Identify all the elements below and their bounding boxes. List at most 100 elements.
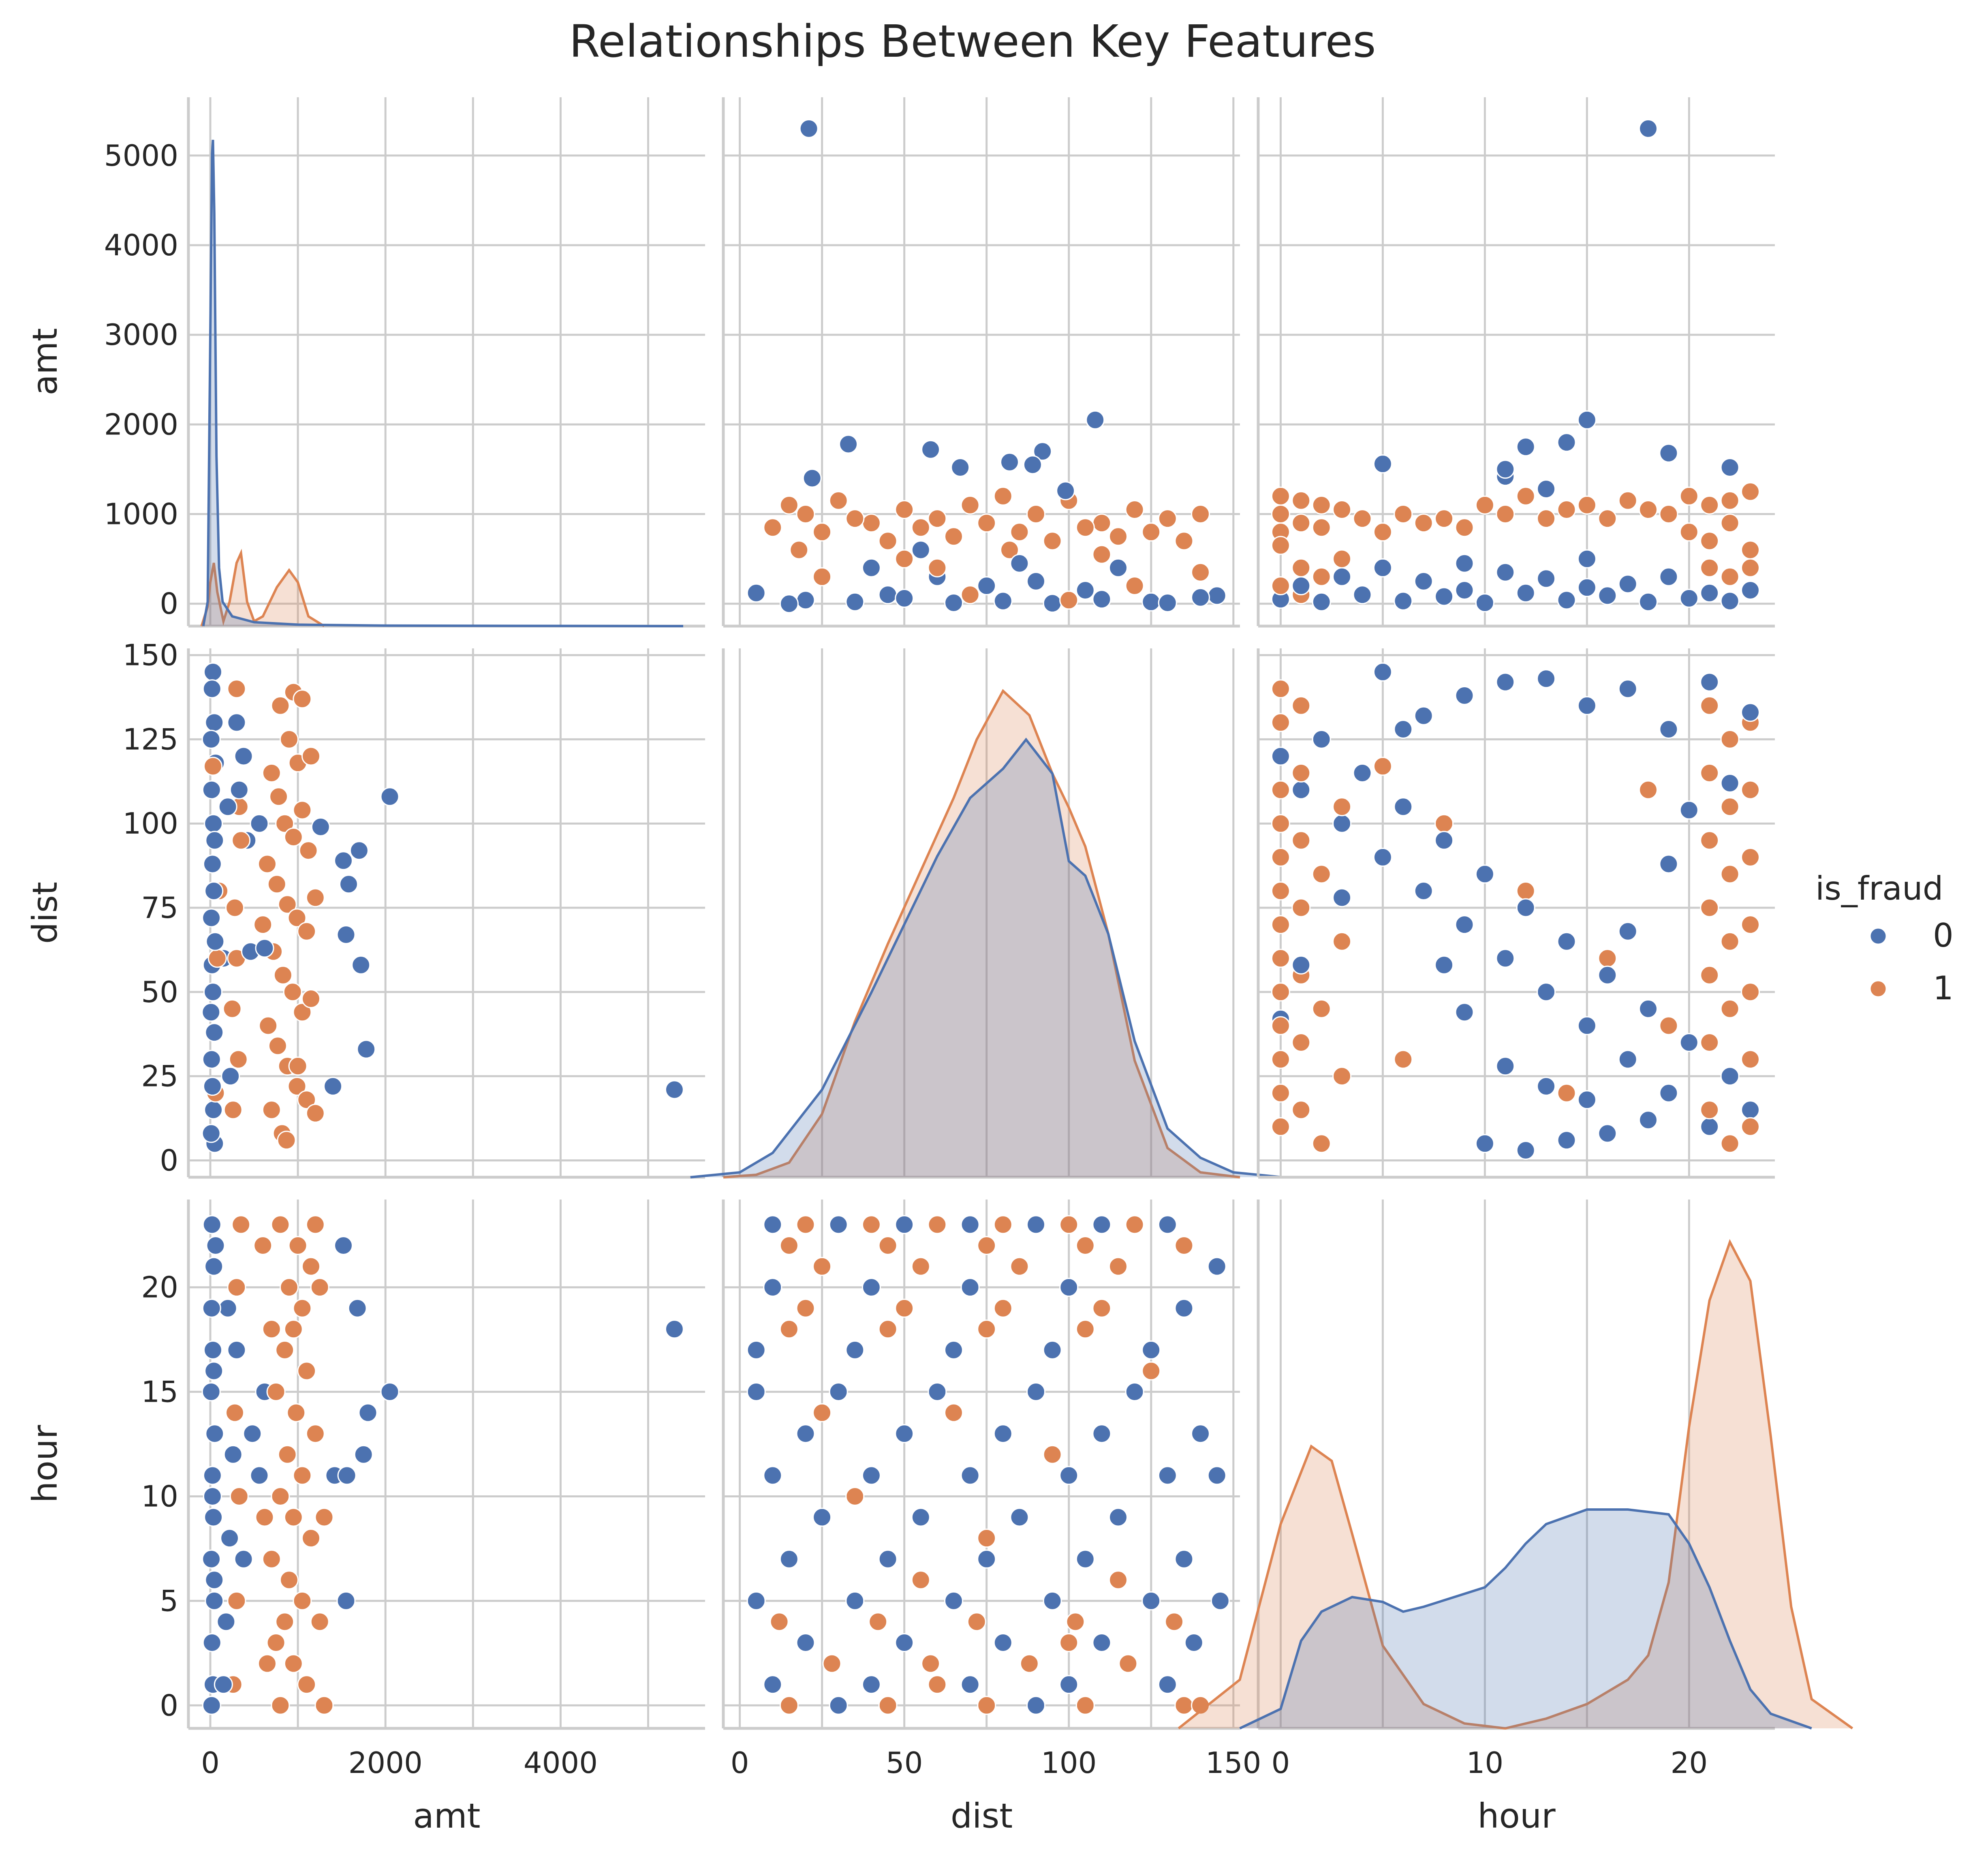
scatter-point-1 xyxy=(1741,847,1760,867)
scatter-point-1 xyxy=(1165,1612,1184,1632)
scatter-point-1 xyxy=(222,999,242,1018)
scatter-point-0 xyxy=(1291,576,1311,595)
scatter-point-1 xyxy=(1043,531,1062,551)
scatter-point-0 xyxy=(1191,1424,1210,1443)
scatter-point-0 xyxy=(1679,1033,1699,1052)
scatter-point-0 xyxy=(351,955,371,975)
scatter-point-1 xyxy=(301,746,321,766)
scatter-point-1 xyxy=(868,1612,888,1632)
scatter-point-1 xyxy=(911,518,930,537)
scatter-point-0 xyxy=(1577,549,1597,569)
scatter-point-0 xyxy=(1291,780,1311,800)
scatter-point-0 xyxy=(1557,932,1576,951)
x-tick-label: 20 xyxy=(1671,1746,1708,1780)
x-tick-label: 0 xyxy=(1272,1746,1290,1780)
y-tick-label: 15 xyxy=(141,1375,178,1409)
scatter-point-1 xyxy=(1516,881,1535,900)
scatter-point-0 xyxy=(250,1466,269,1485)
scatter-point-1 xyxy=(306,888,325,907)
scatter-point-0 xyxy=(203,1487,222,1506)
scatter-point-1 xyxy=(928,558,947,577)
panel-dist-vs-dist xyxy=(690,648,1283,1179)
scatter-point-0 xyxy=(1414,571,1433,591)
scatter-point-0 xyxy=(977,1549,996,1569)
scatter-point-1 xyxy=(1291,696,1311,715)
scatter-point-1 xyxy=(1271,1016,1290,1035)
scatter-point-0 xyxy=(201,1382,221,1401)
scatter-point-1 xyxy=(1291,1033,1311,1052)
x-tick-label: 0 xyxy=(201,1746,220,1780)
scatter-point-1 xyxy=(796,1215,815,1234)
scatter-point-1 xyxy=(1720,999,1740,1018)
panel-amt-vs-hour xyxy=(1257,97,1775,628)
scatter-point-1 xyxy=(1741,1117,1760,1136)
scatter-point-0 xyxy=(334,1236,353,1255)
scatter-point-0 xyxy=(944,1340,963,1360)
scatter-point-0 xyxy=(1373,662,1392,682)
scatter-point-1 xyxy=(1700,696,1719,715)
scatter-point-0 xyxy=(1207,1257,1227,1276)
scatter-point-0 xyxy=(1557,590,1576,610)
kde-line-1 xyxy=(200,549,325,627)
scatter-point-0 xyxy=(845,1340,865,1360)
scatter-point-1 xyxy=(1741,982,1760,1002)
scatter-point-0 xyxy=(1414,706,1433,725)
scatter-point-0 xyxy=(1210,1591,1230,1610)
scatter-point-1 xyxy=(1191,505,1210,524)
scatter-point-0 xyxy=(1475,593,1494,612)
scatter-point-0 xyxy=(1618,574,1637,594)
scatter-point-1 xyxy=(878,1236,898,1255)
scatter-point-0 xyxy=(336,925,356,944)
scatter-point-0 xyxy=(337,1466,357,1485)
scatter-point-1 xyxy=(301,1257,321,1276)
scatter-point-0 xyxy=(202,1633,222,1652)
scatter-point-1 xyxy=(1373,522,1392,542)
scatter-point-0 xyxy=(1207,586,1227,605)
scatter-point-1 xyxy=(1174,1236,1194,1255)
y-tick-label: 4000 xyxy=(104,228,178,262)
scatter-point-0 xyxy=(1537,479,1556,499)
scatter-point-1 xyxy=(258,854,277,874)
scatter-point-0 xyxy=(1059,1466,1079,1485)
scatter-point-0 xyxy=(218,1298,237,1318)
scatter-point-0 xyxy=(203,1077,222,1096)
scatter-point-1 xyxy=(1271,1117,1290,1136)
scatter-point-0 xyxy=(1394,797,1413,817)
scatter-point-0 xyxy=(1679,588,1699,608)
scatter-point-1 xyxy=(1434,814,1454,833)
scatter-point-1 xyxy=(812,522,832,542)
scatter-point-1 xyxy=(1174,1696,1194,1715)
scatter-point-1 xyxy=(1353,509,1372,528)
scatter-point-1 xyxy=(1475,495,1494,515)
scatter-point-1 xyxy=(253,1236,273,1255)
scatter-point-0 xyxy=(665,1319,684,1339)
scatter-point-1 xyxy=(895,500,914,519)
scatter-point-1 xyxy=(266,1382,286,1401)
scatter-point-0 xyxy=(1537,982,1556,1002)
scatter-point-0 xyxy=(1455,915,1474,934)
scatter-point-0 xyxy=(960,1215,980,1234)
scatter-point-1 xyxy=(1598,509,1617,528)
scatter-point-0 xyxy=(205,932,225,951)
scatter-point-1 xyxy=(1741,1050,1760,1069)
scatter-point-0 xyxy=(1496,672,1515,692)
scatter-point-1 xyxy=(1516,486,1535,506)
scatter-point-1 xyxy=(223,1100,243,1120)
scatter-point-0 xyxy=(218,797,237,817)
scatter-point-1 xyxy=(297,1675,316,1694)
scatter-point-0 xyxy=(336,1591,356,1610)
scatter-point-1 xyxy=(878,1319,898,1339)
scatter-point-1 xyxy=(1700,531,1719,551)
scatter-point-1 xyxy=(229,1487,249,1506)
scatter-point-1 xyxy=(1191,562,1210,582)
scatter-point-1 xyxy=(306,1215,325,1234)
scatter-point-1 xyxy=(1720,491,1740,510)
scatter-point-1 xyxy=(306,1103,325,1123)
scatter-point-0 xyxy=(1312,592,1331,612)
scatter-point-0 xyxy=(205,1591,224,1610)
scatter-point-0 xyxy=(861,1466,881,1485)
kde-line-1 xyxy=(723,689,1240,1178)
scatter-point-1 xyxy=(1271,576,1290,595)
scatter-point-1 xyxy=(310,1612,329,1632)
